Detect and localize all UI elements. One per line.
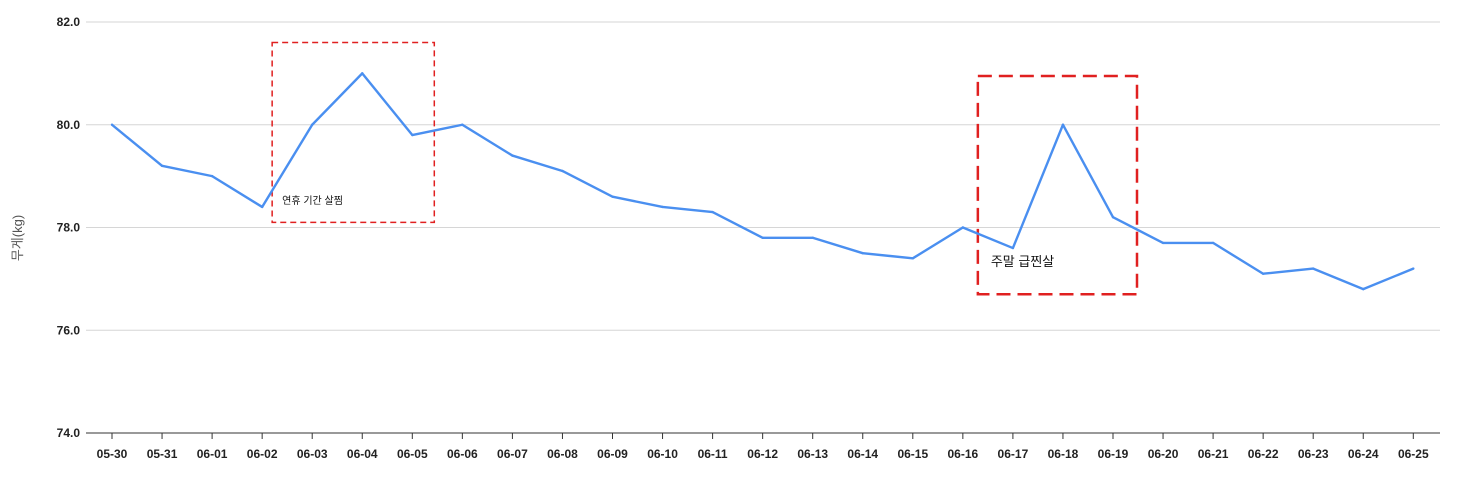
x-tick-label: 06-10: [647, 447, 678, 461]
data-point: [1011, 246, 1015, 250]
data-point: [461, 123, 464, 126]
x-tick-label: 06-21: [1198, 447, 1229, 461]
x-tick-label: 06-15: [897, 447, 928, 461]
series-line: [111, 72, 1414, 291]
data-point: [361, 72, 364, 75]
data-point: [411, 133, 414, 137]
x-tick-label: 06-05: [397, 447, 428, 461]
x-tick-label: 06-03: [297, 447, 328, 461]
x-tick-label: 06-16: [947, 447, 978, 461]
x-tick-label: 06-07: [497, 447, 528, 461]
y-tick-label: 80.0: [57, 118, 81, 132]
x-tick-label: 06-18: [1048, 447, 1079, 461]
data-point: [210, 174, 214, 178]
x-tick-label: 06-23: [1298, 447, 1329, 461]
holiday-annotation-box: [271, 41, 436, 224]
x-tick-label: 05-31: [147, 447, 178, 461]
gridlines: [86, 21, 1440, 331]
x-axis-ticks: 05-30 05-31 06-01 06-02 06-03 06-04 06-05 06-06…: [97, 433, 1429, 461]
data-point: [1061, 123, 1065, 126]
x-tick-label: 06-04: [347, 447, 378, 461]
data-point: [611, 195, 614, 198]
data-point: [661, 205, 664, 209]
data-point: [1362, 287, 1365, 291]
data-point: [1211, 241, 1215, 245]
x-tick-label: 06-20: [1148, 447, 1179, 461]
x-tick-label: 06-06: [447, 447, 478, 461]
data-point: [911, 257, 914, 260]
data-point: [311, 123, 314, 126]
x-tick-label: 06-13: [797, 447, 828, 461]
x-tick-label: 06-12: [747, 447, 778, 461]
data-point: [260, 205, 264, 209]
data-point: [511, 154, 514, 157]
data-point: [711, 210, 714, 214]
data-point: [1111, 216, 1115, 219]
x-tick-label: 06-11: [698, 447, 728, 461]
y-tick-label: 78.0: [57, 221, 81, 235]
y-tick-label: 74.0: [57, 426, 81, 440]
x-tick-label: 06-24: [1348, 447, 1379, 461]
data-point: [1161, 241, 1165, 245]
x-tick-label: 06-25: [1398, 447, 1429, 461]
x-tick-label: 06-02: [247, 447, 278, 461]
y-tick-label: 76.0: [57, 323, 81, 337]
x-tick-label: 06-01: [197, 447, 228, 461]
data-point: [1412, 267, 1415, 270]
x-tick-label: 06-19: [1098, 447, 1129, 461]
data-point: [561, 169, 564, 173]
x-tick-label: 05-30: [97, 447, 128, 461]
y-axis-ticks: 74.0 76.0 78.0 80.0 82.0: [57, 15, 81, 440]
data-point: [811, 236, 814, 239]
holiday-annotation-label: 연휴 기간 살찜: [282, 195, 343, 207]
x-tick-label: 06-08: [547, 447, 578, 461]
x-tick-label: 06-14: [847, 447, 878, 461]
weekend-annotation-label: 주말 급찐살: [991, 254, 1054, 269]
data-point: [761, 236, 764, 239]
data-point: [861, 251, 864, 255]
data-point: [1312, 267, 1315, 270]
data-point: [160, 164, 164, 168]
x-tick-label: 06-22: [1248, 447, 1279, 461]
y-axis-label: 무게(kg): [10, 215, 25, 261]
data-point: [110, 123, 114, 126]
data-point: [961, 226, 965, 229]
data-point: [1261, 272, 1265, 275]
series: [110, 72, 1415, 291]
y-tick-label: 82.0: [57, 15, 81, 29]
x-tick-label: 06-09: [597, 447, 628, 461]
x-tick-label: 06-17: [998, 447, 1029, 461]
